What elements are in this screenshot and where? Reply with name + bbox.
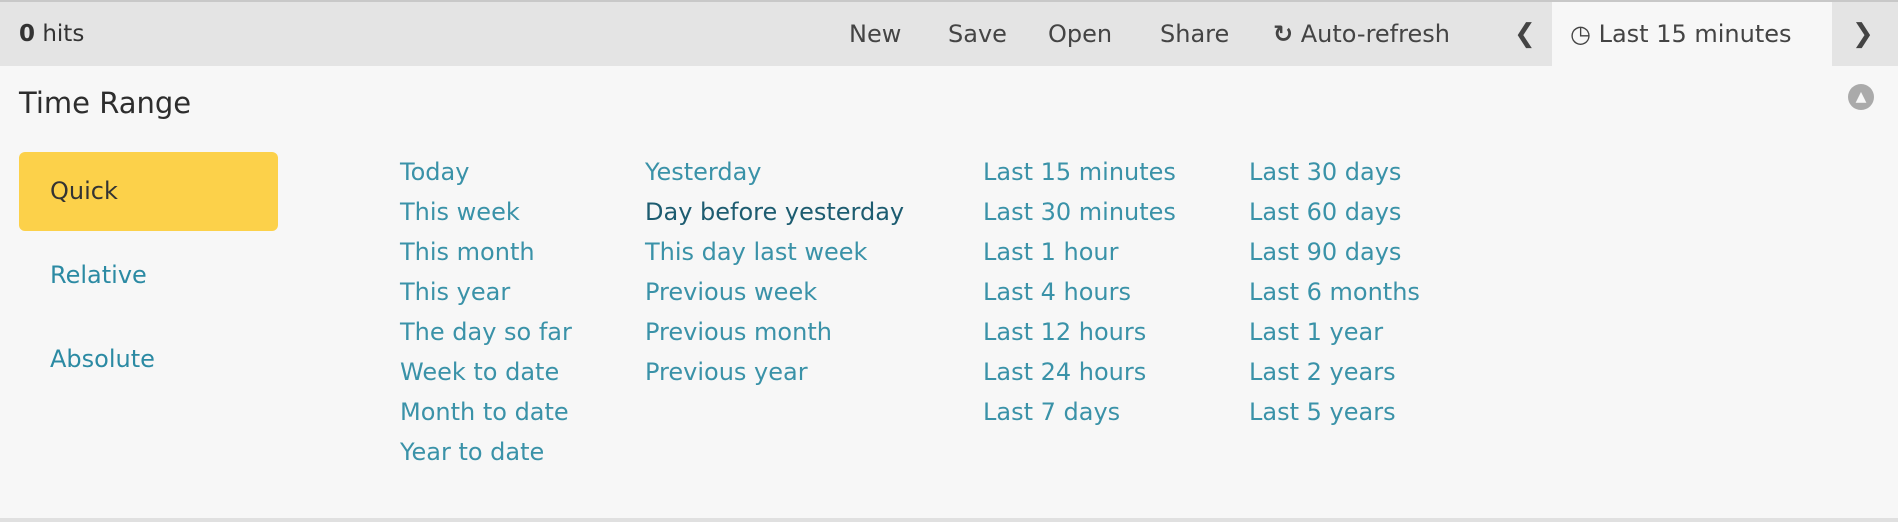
quick-range-link[interactable]: This week xyxy=(400,198,520,226)
auto-refresh-label: Auto-refresh xyxy=(1300,20,1450,48)
quick-range-link[interactable]: Year to date xyxy=(400,438,545,466)
quick-range-link[interactable]: This year xyxy=(400,278,511,306)
quick-column-4: Last 30 days Last 60 days Last 90 days Last… xyxy=(1249,152,1420,432)
time-picker-button[interactable]: ◷ Last 15 minutes xyxy=(1570,2,1792,66)
quick-range-link[interactable]: Week to date xyxy=(400,358,560,386)
tab-relative[interactable]: Relative xyxy=(50,261,147,289)
quick-range-link[interactable]: Yesterday xyxy=(645,158,762,186)
quick-range-link[interactable]: This day last week xyxy=(645,238,868,266)
panel-title: Time Range xyxy=(19,86,192,120)
hits-number: 0 xyxy=(19,21,36,47)
quick-range-link[interactable]: Last 6 months xyxy=(1249,278,1420,306)
tab-quick[interactable]: Quick xyxy=(19,152,278,231)
chevron-right-icon[interactable]: ❯ xyxy=(1852,19,1874,49)
time-range-label: Last 15 minutes xyxy=(1598,20,1792,48)
quick-column-3: Last 15 minutes Last 30 minutes Last 1 hou… xyxy=(983,152,1176,432)
quick-range-link[interactable]: Last 2 years xyxy=(1249,358,1396,386)
quick-range-link[interactable]: Today xyxy=(400,158,470,186)
quick-range-link[interactable]: Last 60 days xyxy=(1249,198,1402,226)
auto-refresh-button[interactable]: ↻ Auto-refresh xyxy=(1273,2,1450,66)
quick-range-link[interactable]: Last 15 minutes xyxy=(983,158,1176,186)
top-nav-bar: 0 hits New Save Open Share ↻ Auto-refres… xyxy=(0,2,1898,66)
hits-count: 0 hits xyxy=(19,2,84,66)
hits-label: hits xyxy=(42,21,85,47)
save-button[interactable]: Save xyxy=(948,20,1007,48)
quick-range-link[interactable]: Last 1 year xyxy=(1249,318,1384,346)
quick-range-link[interactable]: Last 1 hour xyxy=(983,238,1119,266)
quick-range-link[interactable]: Last 4 hours xyxy=(983,278,1131,306)
new-button[interactable]: New xyxy=(849,20,902,48)
quick-range-link[interactable]: Previous week xyxy=(645,278,818,306)
quick-range-link[interactable]: Last 30 days xyxy=(1249,158,1402,186)
refresh-icon: ↻ xyxy=(1273,20,1294,48)
quick-column-1: Today This week This month This year The day… xyxy=(400,152,572,472)
time-picker-tab[interactable]: ◷ Last 15 minutes xyxy=(1552,2,1832,66)
quick-range-link[interactable]: Month to date xyxy=(400,398,569,426)
quick-range-link[interactable]: Last 24 hours xyxy=(983,358,1147,386)
quick-range-link[interactable]: Last 30 minutes xyxy=(983,198,1176,226)
quick-range-link[interactable]: The day so far xyxy=(400,318,572,346)
quick-range-link[interactable]: This month xyxy=(400,238,535,266)
quick-range-link[interactable]: Previous month xyxy=(645,318,832,346)
collapse-up-icon[interactable]: ▲ xyxy=(1848,84,1874,110)
quick-column-2: Yesterday Day before yesterday This day la… xyxy=(645,152,904,392)
chevron-left-icon[interactable]: ❮ xyxy=(1514,19,1536,49)
quick-range-link[interactable]: Last 5 years xyxy=(1249,398,1396,426)
tab-absolute[interactable]: Absolute xyxy=(50,345,155,373)
quick-range-link[interactable]: Last 7 days xyxy=(983,398,1121,426)
clock-icon: ◷ xyxy=(1570,20,1591,48)
open-button[interactable]: Open xyxy=(1048,20,1113,48)
quick-range-link[interactable]: Day before yesterday xyxy=(645,198,905,226)
quick-range-link[interactable]: Last 12 hours xyxy=(983,318,1147,346)
quick-range-link[interactable]: Last 90 days xyxy=(1249,238,1402,266)
share-button[interactable]: Share xyxy=(1160,20,1230,48)
bottom-border xyxy=(0,518,1898,522)
quick-range-link[interactable]: Previous year xyxy=(645,358,808,386)
